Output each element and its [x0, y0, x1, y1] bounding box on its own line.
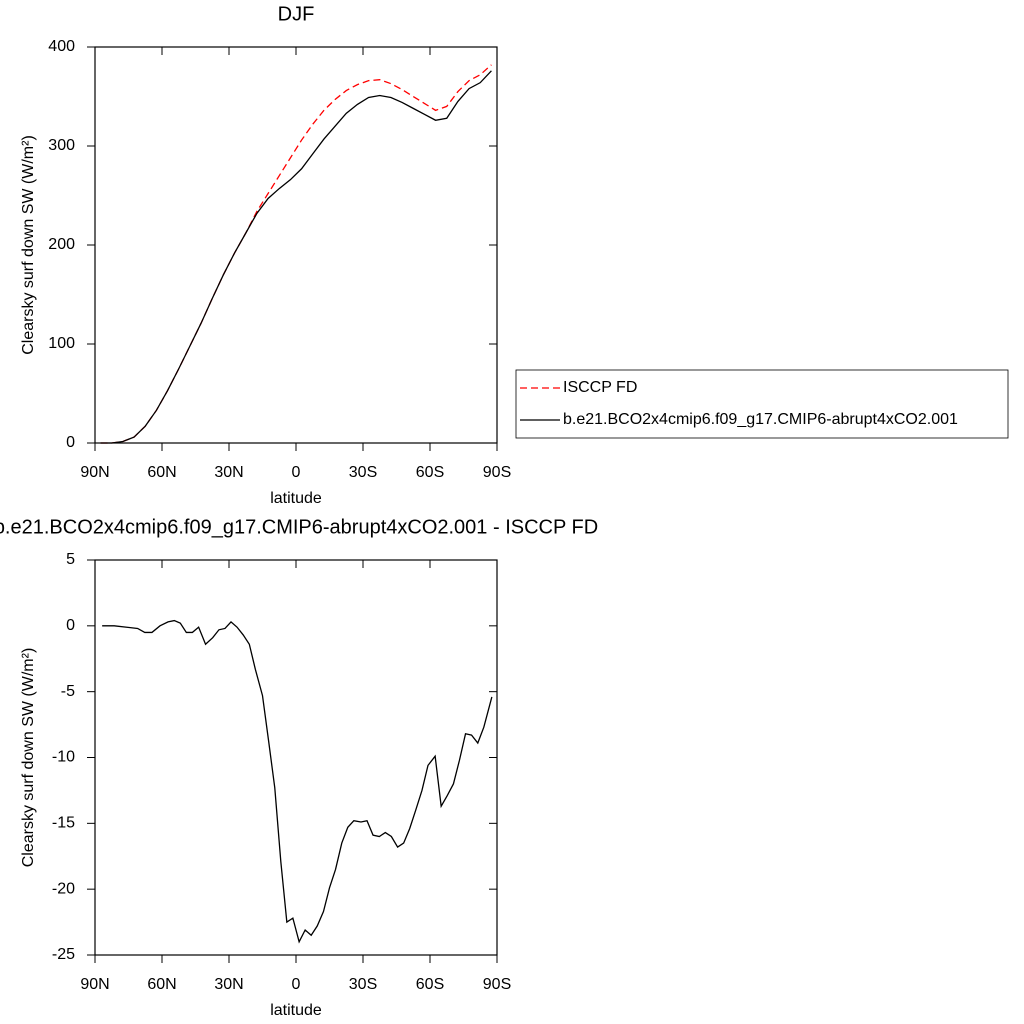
chart-title: DJF: [278, 3, 315, 25]
x-tick-label: 90S: [483, 976, 511, 993]
x-tick-label: 0: [292, 976, 301, 993]
y-tick-label: 200: [48, 236, 75, 253]
y-tick-label: -20: [52, 880, 75, 897]
x-tick-label: 30N: [214, 976, 243, 993]
data-line: [100, 64, 492, 444]
x-tick-label: 30S: [349, 464, 377, 481]
x-tick-label: 60S: [416, 464, 444, 481]
y-tick-label: 5: [66, 551, 75, 568]
legend-box: [515, 369, 1009, 439]
y-tick-label: 400: [48, 38, 75, 55]
y-tick-label: -25: [52, 946, 75, 963]
y-axis-label: Clearsky surf down SW (W/m²): [20, 648, 37, 868]
y-tick-label: 0: [66, 617, 75, 634]
y-tick-label: 300: [48, 137, 75, 154]
data-line: [102, 619, 493, 944]
chart-title: b.e21.BCO2x4cmip6.f09_g17.CMIP6-abrupt4x…: [0, 516, 598, 538]
data-line: [100, 70, 492, 444]
y-axis-label: Clearsky surf down SW (W/m²): [20, 135, 37, 355]
x-tick-label: 60N: [147, 464, 176, 481]
y-tick-label: 0: [66, 434, 75, 451]
y-tick-label: -5: [61, 683, 75, 700]
plot-frame: [94, 559, 498, 956]
legend-label: b.e21.BCO2x4cmip6.f09_g17.CMIP6-abrupt4x…: [563, 411, 958, 428]
x-tick-label: 30S: [349, 976, 377, 993]
x-tick-label: 90N: [80, 464, 109, 481]
x-tick-label: 0: [292, 464, 301, 481]
x-tick-label: 60N: [147, 976, 176, 993]
x-tick-label: 90N: [80, 976, 109, 993]
y-tick-label: -15: [52, 815, 75, 832]
y-tick-label: 100: [48, 335, 75, 352]
x-tick-label: 60S: [416, 976, 444, 993]
legend-label: ISCCP FD: [563, 379, 637, 396]
legend: ISCCP FD b.e21.BCO2x4cmip6.f09_g17.CMIP6-…: [515, 369, 1009, 439]
x-tick-label: 90S: [483, 464, 511, 481]
y-tick-label: -10: [52, 749, 75, 766]
x-axis-label: latitude: [270, 490, 322, 507]
plot-frame: [94, 46, 498, 444]
x-tick-label: 30N: [214, 464, 243, 481]
x-axis-label: latitude: [270, 1002, 322, 1019]
